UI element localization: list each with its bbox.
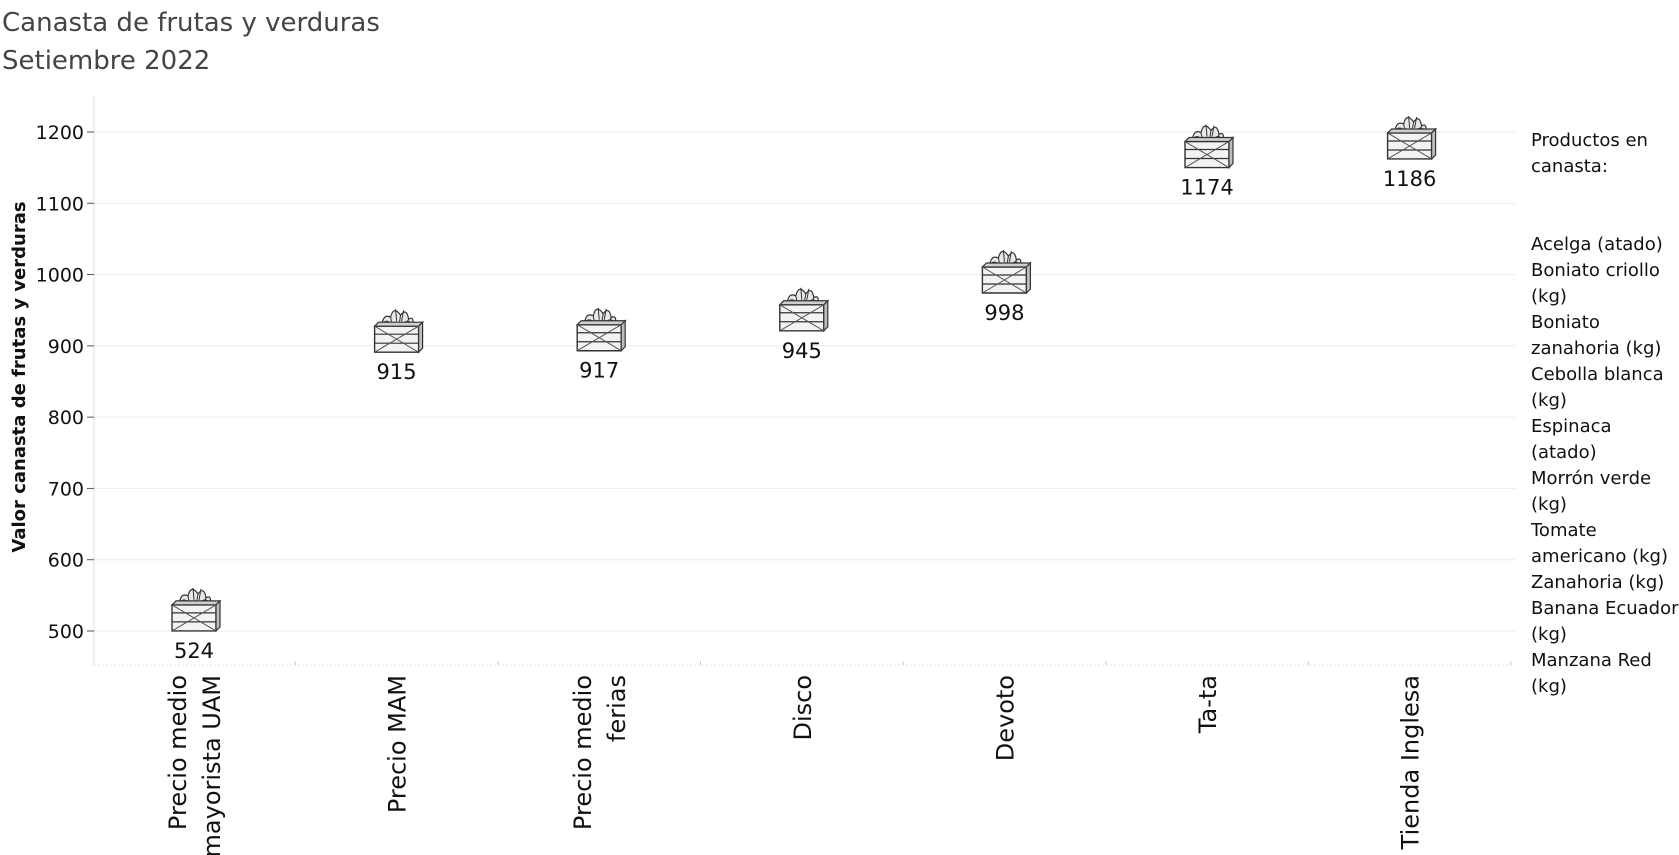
y-tick-label: 700 bbox=[48, 478, 84, 500]
y-tick-label: 500 bbox=[48, 621, 84, 643]
legend-item: Cebolla blanca (kg) bbox=[1531, 362, 1679, 414]
x-tick-label: Precio MAM bbox=[384, 675, 412, 813]
x-axis: Precio medio mayorista UAM Precio MAM Preci… bbox=[164, 675, 1425, 855]
legend-item: Espinaca (atado) bbox=[1531, 414, 1679, 466]
legend-item: Boniato criollo (kg) bbox=[1531, 258, 1679, 310]
x-tick-label-line: Precio medio bbox=[569, 675, 597, 830]
legend-item-line: Espinaca bbox=[1531, 416, 1612, 437]
legend-item-line: Banana Ecuador bbox=[1531, 598, 1679, 619]
legend-item-line: americano (kg) bbox=[1531, 546, 1669, 567]
legend-item-line: (kg) bbox=[1531, 676, 1567, 697]
x-tick-label-line: Ta-ta bbox=[1194, 675, 1222, 734]
chart-title: Canasta de frutas y verduras bbox=[2, 8, 380, 38]
y-tick-label: 800 bbox=[48, 407, 84, 429]
legend-item-line: Acelga (atado) bbox=[1531, 234, 1663, 255]
legend-item-line: Manzana Red bbox=[1531, 650, 1652, 671]
data-label: 1186 bbox=[1383, 167, 1436, 191]
legend-item-line: (kg) bbox=[1531, 624, 1567, 645]
legend-items: Acelga (atado) Boniato criollo (kg) Boniato… bbox=[1531, 232, 1679, 700]
legend-item-line: (kg) bbox=[1531, 390, 1567, 411]
x-tick-label-line: Disco bbox=[789, 675, 817, 741]
y-tick-label: 600 bbox=[48, 550, 84, 572]
data-marks: 524 915 917 945 998 1174 1186 bbox=[171, 115, 1437, 663]
legend-item: Morrón verde (kg) bbox=[1531, 466, 1679, 518]
legend-item: Manzana Red (kg) bbox=[1531, 648, 1679, 700]
y-tick-label: 1200 bbox=[36, 122, 84, 144]
legend-item-line: (kg) bbox=[1531, 286, 1567, 307]
x-tick-label-line: Precio medio bbox=[164, 675, 192, 830]
data-label: 524 bbox=[174, 639, 214, 663]
legend-title-line: Productos en bbox=[1531, 130, 1648, 151]
legend-title-line: canasta: bbox=[1531, 156, 1608, 177]
legend-item-line: Boniato bbox=[1531, 312, 1600, 333]
x-tick-label: Disco bbox=[789, 675, 817, 741]
x-tick-label: Precio medio ferias bbox=[569, 675, 631, 830]
x-tick-label: Ta-ta bbox=[1194, 675, 1222, 734]
legend-item-line: (kg) bbox=[1531, 494, 1567, 515]
crate-of-vegetables-icon bbox=[171, 587, 221, 632]
x-tick-label-line: Precio MAM bbox=[384, 675, 412, 813]
legend-item-line: Tomate bbox=[1531, 520, 1597, 541]
x-tick-label: Devoto bbox=[991, 675, 1019, 761]
legend-item: Boniato zanahoria (kg) bbox=[1531, 310, 1679, 362]
legend-item-line: zanahoria (kg) bbox=[1531, 338, 1662, 359]
legend-item: Tomate americano (kg) bbox=[1531, 518, 1679, 570]
data-label: 945 bbox=[782, 339, 822, 363]
legend-item: Acelga (atado) bbox=[1531, 232, 1679, 258]
legend-item-line: Boniato criollo bbox=[1531, 260, 1660, 281]
legend-item-line: Cebolla blanca bbox=[1531, 364, 1664, 385]
crate-of-vegetables-icon bbox=[373, 308, 424, 353]
data-label: 998 bbox=[984, 301, 1024, 325]
data-label: 915 bbox=[377, 360, 417, 384]
x-tick-label: Tienda Inglesa bbox=[1397, 675, 1425, 850]
crate-of-vegetables-icon bbox=[1184, 123, 1234, 169]
legend-item-line: Zanahoria (kg) bbox=[1531, 572, 1665, 593]
y-tick-label: 1100 bbox=[36, 193, 84, 215]
legend-item: Banana Ecuador (kg) bbox=[1531, 596, 1679, 648]
grid-layer bbox=[94, 131, 1515, 632]
crate-of-vegetables-icon bbox=[981, 249, 1032, 294]
crate-of-vegetables-icon bbox=[576, 307, 626, 352]
legend-title: Productos en canasta: bbox=[1531, 128, 1679, 180]
x-tick-label-line: mayorista UAM bbox=[198, 675, 226, 855]
y-tick-label: 900 bbox=[48, 336, 84, 358]
data-label: 917 bbox=[579, 359, 619, 383]
legend: Productos en canasta: Acelga (atado) Bonia… bbox=[1531, 128, 1679, 700]
y-axis: 500 600 700 800 900 1000 1100 1200 bbox=[36, 95, 1515, 666]
y-tick-label: 1000 bbox=[36, 265, 84, 287]
legend-item-line: Morrón verde bbox=[1531, 468, 1652, 489]
x-tick-label-line: Devoto bbox=[991, 675, 1019, 761]
legend-item: Zanahoria (kg) bbox=[1531, 570, 1679, 596]
x-tick-label-line: Tienda Inglesa bbox=[1397, 675, 1425, 850]
crate-of-vegetables-icon bbox=[779, 287, 829, 332]
data-label: 1174 bbox=[1180, 176, 1233, 200]
x-tick-label: Precio medio mayorista UAM bbox=[164, 675, 226, 855]
chart-subtitle: Setiembre 2022 bbox=[2, 46, 211, 76]
x-tick-label-line: ferias bbox=[603, 675, 631, 742]
y-axis-label: Valor canasta de frutas y verduras bbox=[9, 201, 30, 552]
legend-item-line: (atado) bbox=[1531, 442, 1597, 463]
crate-of-vegetables-icon bbox=[1386, 115, 1437, 160]
